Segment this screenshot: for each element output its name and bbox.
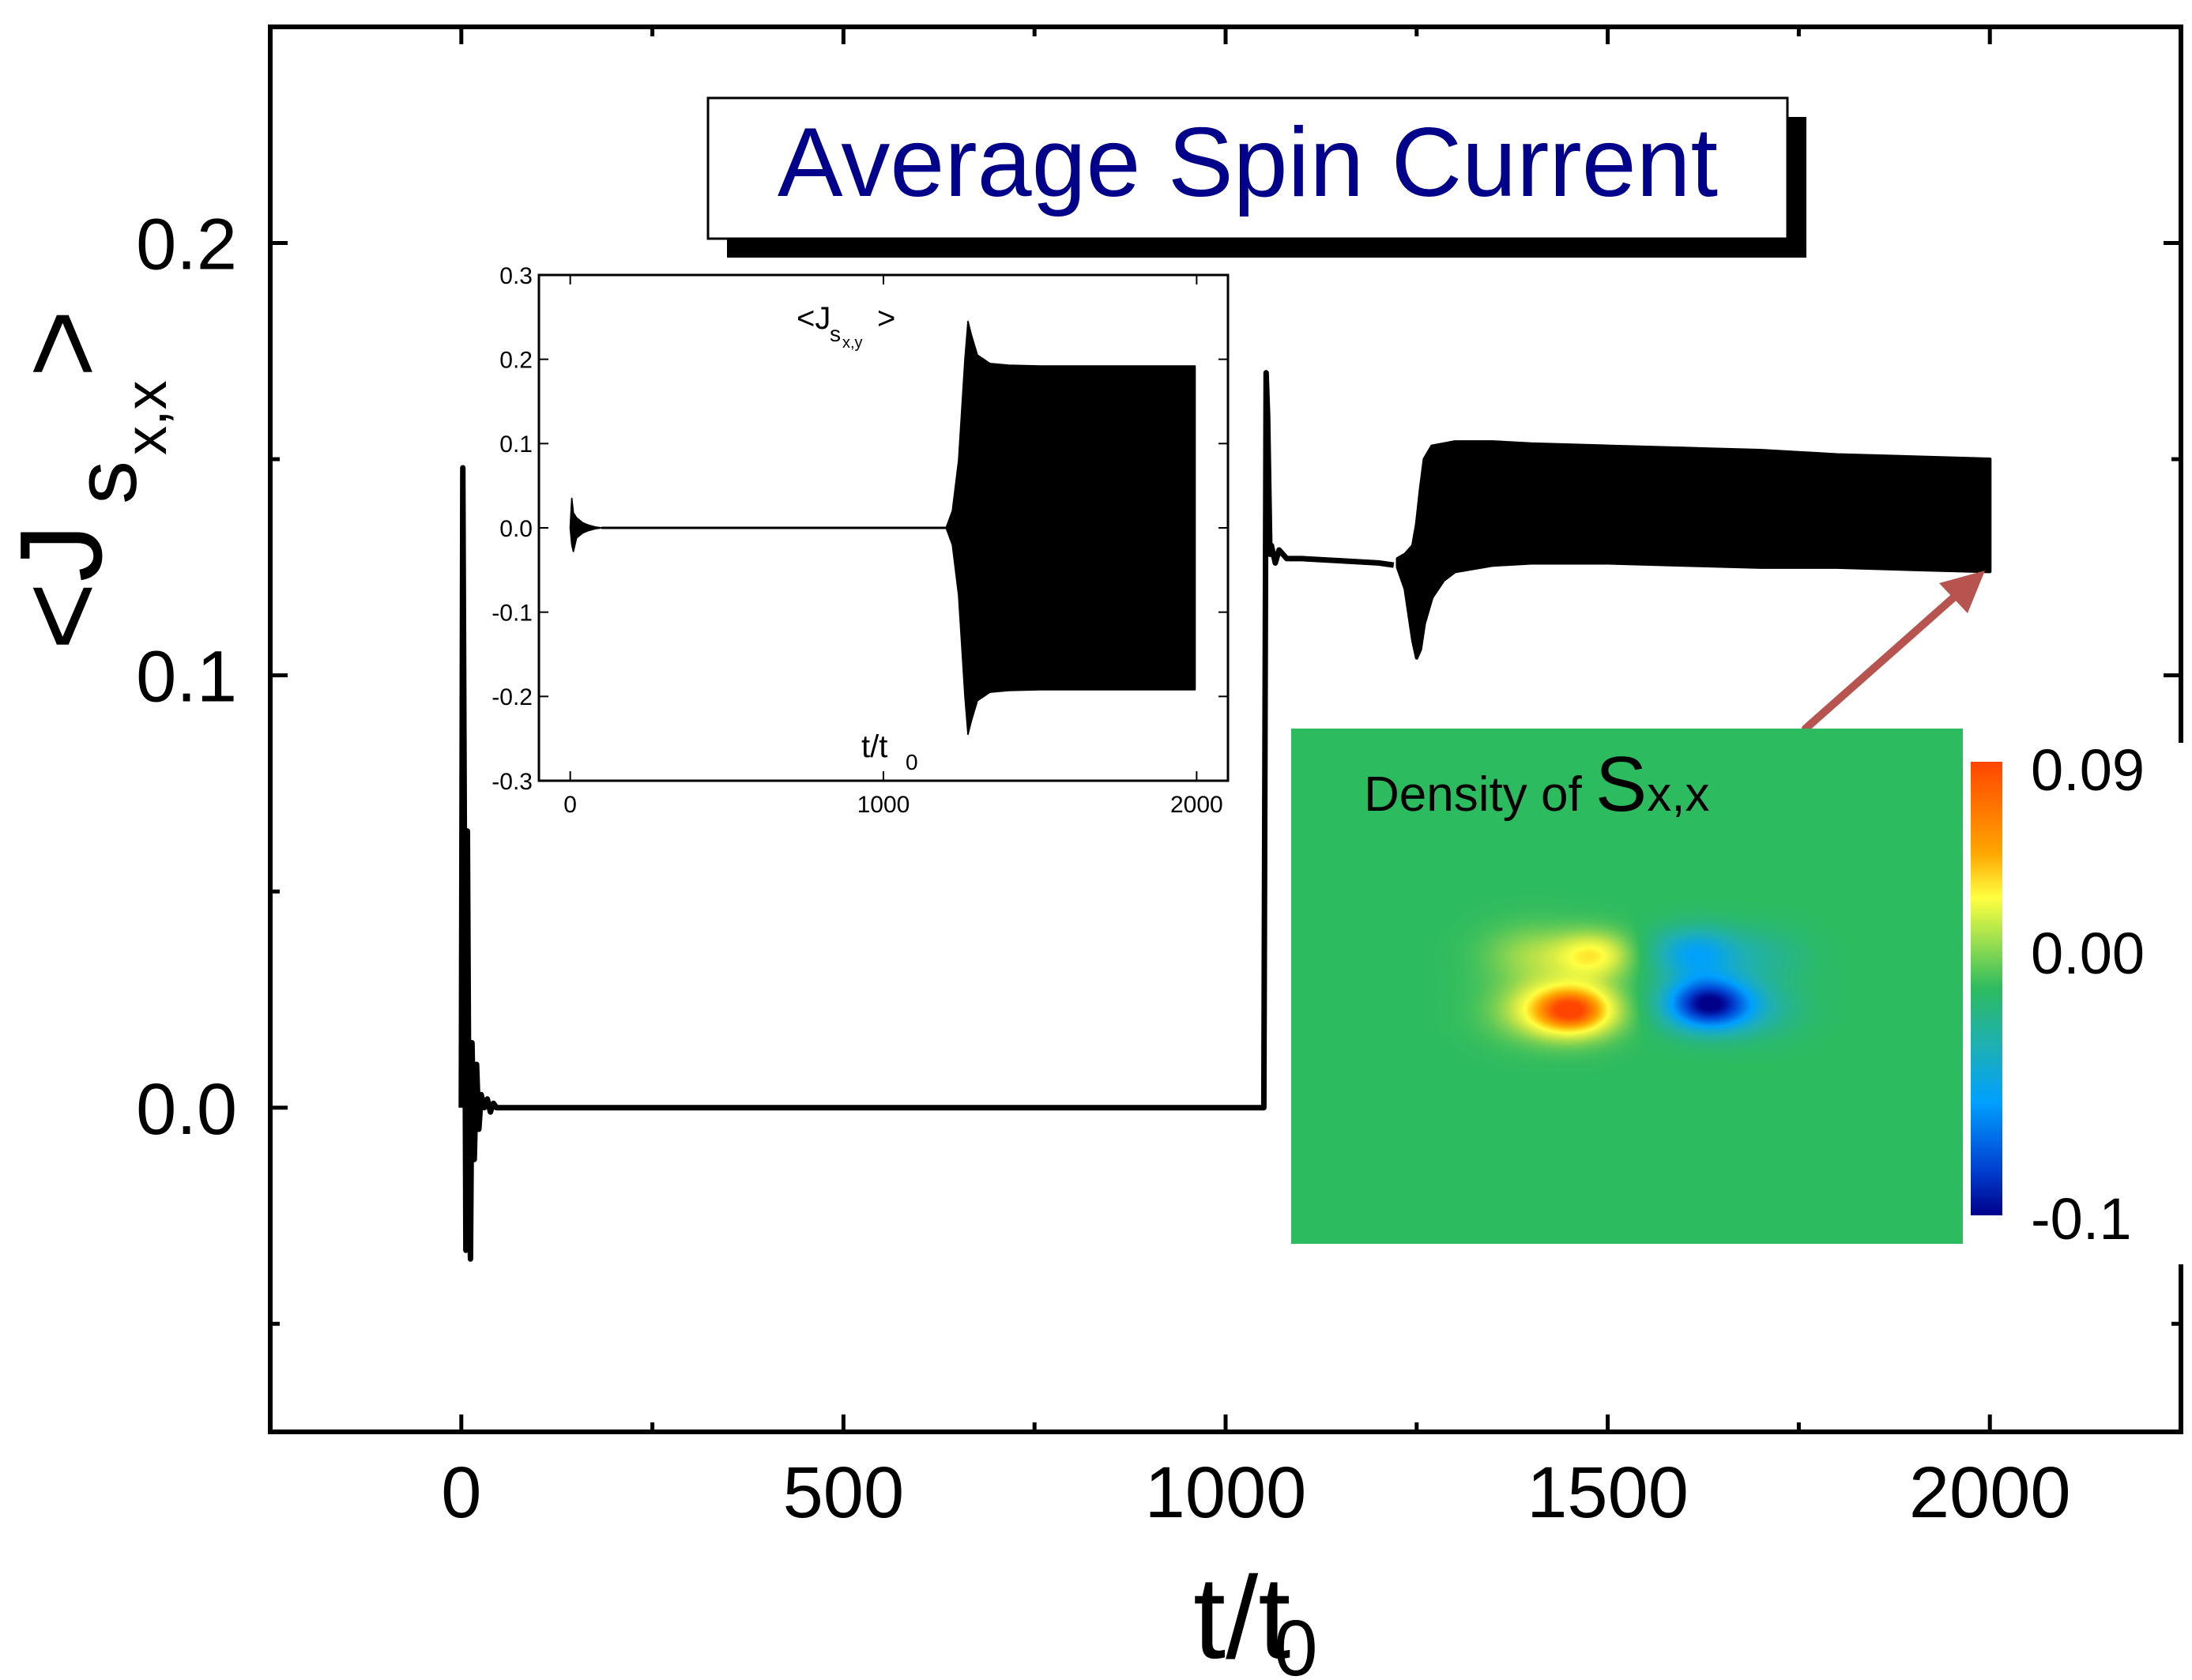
main-ylabel-subsub: x,x [113, 380, 179, 455]
inset-ylabel-close: > [877, 301, 895, 336]
y-tick-label: 0.0 [499, 516, 533, 542]
main-ylabel-text: <J [0, 524, 126, 650]
inset-axis-ticks [539, 274, 1228, 782]
y-tick-label: 0.1 [499, 431, 533, 458]
pointer-arrow [1802, 571, 1985, 733]
x-tick-label: 2000 [1909, 1452, 2071, 1533]
x-tick-label: 0 [441, 1452, 481, 1533]
density-heatmap-container [1291, 729, 1963, 1244]
y-tick-label: -0.1 [492, 600, 533, 626]
inset-chart: 0 1000 2000 -0.3 -0.2 -0.1 0.0 0.1 0.2 0.3 <J s x… [492, 263, 1230, 818]
inset-y-axis-label: <J s x,y > [797, 301, 895, 352]
x-tick-label: 1500 [1527, 1452, 1689, 1533]
colorbar-tick-min: -0.1 [2031, 1186, 2132, 1252]
density-inset: Density of Sx,x 0.09 0.00 -0.1 [1291, 729, 2145, 1252]
inset-x-axis-label: t/t 0 [861, 729, 918, 774]
series-oscillation-band [1395, 440, 1992, 660]
colorbar-tick-zero: 0.00 [2031, 921, 2145, 986]
chart-title: Average Spin Current [778, 108, 1718, 217]
main-x-axis-label: t/t 0 [1193, 1553, 1318, 1680]
arrow-head [1939, 571, 1985, 613]
main-xlabel-text: t/t [1193, 1553, 1290, 1680]
x-tick-label: 1000 [857, 792, 910, 818]
inset-ylabel-subsub: x,y [842, 334, 863, 352]
series-line [458, 370, 1395, 1262]
y-tick-label: -0.3 [492, 769, 533, 795]
main-xlabel-sub: 0 [1274, 1604, 1318, 1680]
density-title: Density of Sx,x [1364, 740, 1710, 827]
inset-ylabel-text: <J [797, 301, 830, 336]
right-edge-mask [2149, 743, 2192, 1264]
inset-data-series [569, 320, 1196, 736]
density-title-symbol: S [1595, 740, 1647, 827]
arrow-shaft [1802, 584, 1968, 733]
inset-tick-labels: 0 1000 2000 -0.3 -0.2 -0.1 0.0 0.1 0.2 0.3 [492, 263, 1222, 818]
y-tick-label: 0.2 [499, 347, 533, 373]
main-axis-ticks [270, 27, 2181, 1432]
inset-xlabel-text: t/t [861, 729, 887, 764]
main-ylabel-close: > [0, 310, 126, 378]
x-tick-label: 2000 [1170, 792, 1223, 818]
x-tick-label: 0 [563, 792, 577, 818]
y-tick-label: 0.1 [136, 637, 237, 718]
colorbar-tick-max: 0.09 [2031, 737, 2145, 803]
series-oscillation-band [945, 320, 1196, 736]
x-tick-label: 1000 [1145, 1452, 1307, 1533]
main-data-series [458, 370, 1992, 1262]
y-tick-label: 0.3 [499, 263, 533, 289]
density-heatmap [1291, 729, 1963, 1244]
y-tick-label: 0.2 [136, 205, 237, 285]
inset-ylabel-sub: s [830, 322, 841, 346]
main-ylabel-sub: s [58, 461, 155, 504]
inset-xlabel-sub: 0 [906, 750, 918, 774]
title-box [706, 96, 1789, 240]
y-tick-label: -0.2 [492, 684, 533, 710]
y-tick-label: 0.0 [136, 1069, 237, 1150]
main-chart: 0 500 1000 1500 2000 0.0 0.1 0.2 Average Spin C… [0, 24, 2183, 1680]
colorbar [1971, 762, 2002, 1215]
main-tick-labels: 0 500 1000 1500 2000 0.0 0.1 0.2 [136, 205, 2070, 1533]
density-title-prefix: Density of [1364, 767, 1595, 822]
x-tick-label: 500 [783, 1452, 905, 1533]
main-y-axis-label: <J s x,x > [0, 310, 179, 650]
density-title-suffix: x,x [1647, 767, 1709, 822]
